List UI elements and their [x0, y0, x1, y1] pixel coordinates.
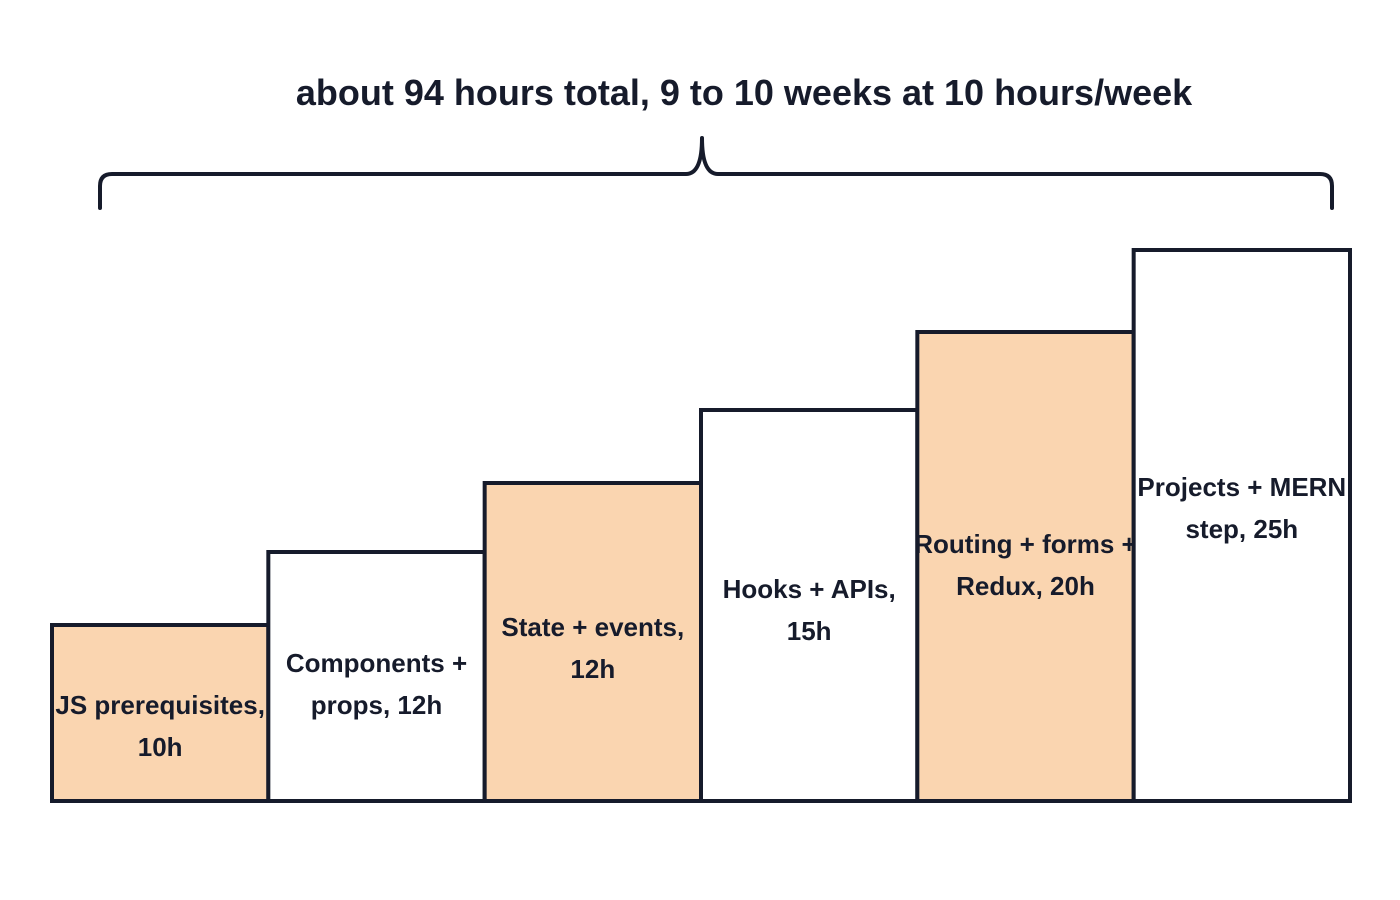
step-label-line: Projects + MERN — [1137, 472, 1346, 502]
step-label-line: step, 25h — [1185, 514, 1298, 544]
step-label-line: JS prerequisites, — [55, 690, 265, 720]
step-label-line: Components + — [286, 648, 467, 678]
steps-group: JS prerequisites, 10h Components + props, 1… — [50, 248, 1352, 803]
step-label-line: 15h — [787, 616, 832, 646]
step-label-3: State + events, 12h — [501, 612, 684, 684]
step-block-3 — [482, 481, 703, 803]
total-brace — [98, 136, 1334, 210]
step-block-2 — [266, 550, 487, 803]
step-label-line: State + events, — [501, 612, 684, 642]
step-label-line: Hooks + APIs, — [723, 574, 896, 604]
step-label-4: Hooks + APIs, 15h — [723, 574, 896, 646]
step-label-line: 12h — [570, 654, 615, 684]
step-label-line: Redux, 20h — [956, 571, 1095, 601]
step-label-5: Routing + forms + Redux, 20h — [914, 529, 1136, 601]
step-label-line: Routing + forms + — [914, 529, 1136, 559]
step-block-1 — [50, 623, 271, 803]
step-label-1: JS prerequisites, 10h — [55, 690, 265, 762]
diagram-title: about 94 hours total, 9 to 10 weeks at 1… — [295, 72, 1193, 113]
step-label-6: Projects + MERN step, 25h — [1137, 472, 1346, 544]
step-block-6 — [1131, 248, 1352, 803]
step-label-2: Components + props, 12h — [286, 648, 467, 720]
step-block-4 — [699, 408, 920, 803]
step-block-5 — [915, 330, 1136, 803]
step-label-line: 10h — [138, 732, 183, 762]
step-label-line: props, 12h — [311, 690, 442, 720]
